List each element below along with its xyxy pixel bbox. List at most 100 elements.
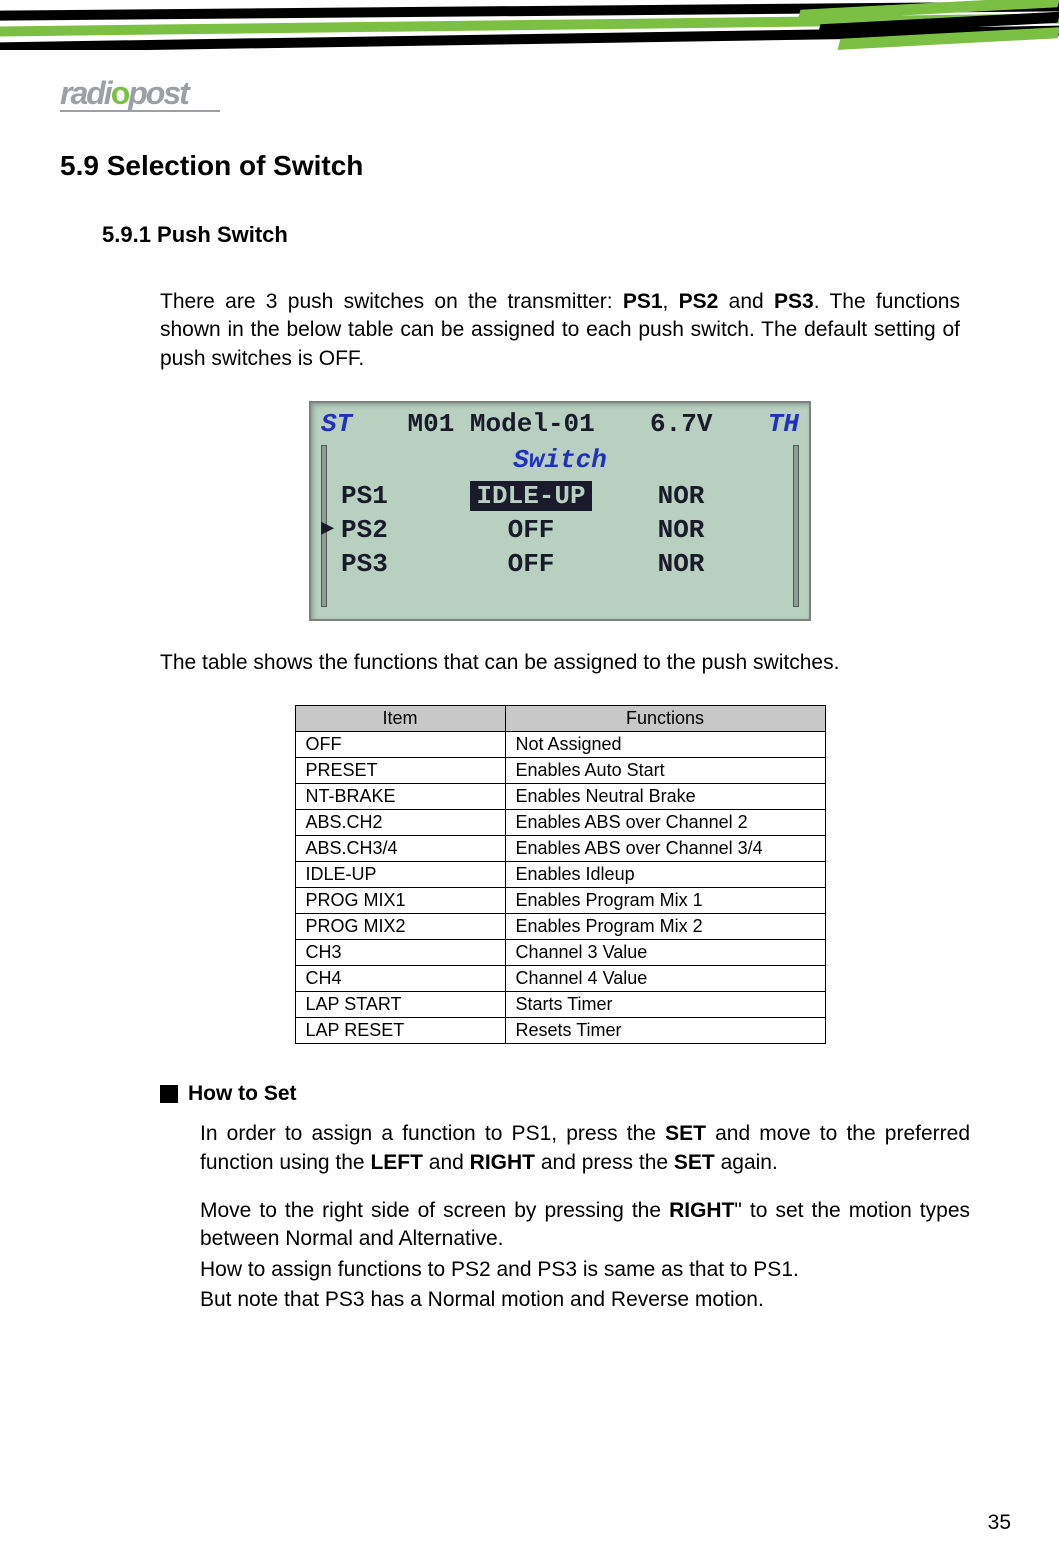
table-intro-paragraph: The table shows the functions that can b… (160, 649, 960, 677)
lcd-menu-title: Switch (311, 445, 809, 475)
lcd-voltage-label: 6.7V (650, 409, 712, 439)
table-header-row: Item Functions (295, 706, 825, 732)
howto-p2: Move to the right side of screen by pres… (200, 1197, 970, 1254)
lcd-screenshot: ST M01 Model-01 6.7V TH Switch ▶ PS1 IDL… (309, 401, 811, 621)
cell-item: CH3 (295, 940, 505, 966)
p1-b3: RIGHT (470, 1151, 535, 1174)
logo-underline (60, 110, 220, 112)
cell-item: NT-BRAKE (295, 784, 505, 810)
cell-func: Enables Idleup (505, 862, 825, 888)
header-stripes (0, 0, 1059, 50)
lcd-ps3-mode: NOR (631, 549, 731, 579)
lcd-row-ps2: PS2 OFF NOR (341, 515, 779, 545)
cell-item: ABS.CH3/4 (295, 836, 505, 862)
howto-p4: But note that PS3 has a Normal motion an… (200, 1286, 970, 1314)
table-row: PRESETEnables Auto Start (295, 758, 825, 784)
cell-item: LAP RESET (295, 1018, 505, 1044)
howto-title: How to Set (188, 1082, 297, 1106)
intro-b3: PS3 (774, 290, 814, 313)
lcd-ps1-func-hi: IDLE-UP (470, 481, 591, 511)
lcd-ps1-func: IDLE-UP (431, 481, 631, 511)
stripe-accent-group (799, 0, 1059, 50)
table-row: ABS.CH2Enables ABS over Channel 2 (295, 810, 825, 836)
table-row: IDLE-UPEnables Idleup (295, 862, 825, 888)
p2-b1: RIGHT (669, 1199, 734, 1222)
lcd-rows: PS1 IDLE-UP NOR PS2 OFF NOR PS3 OFF NOR (341, 481, 779, 583)
intro-t3: and (718, 290, 774, 313)
intro-block: There are 3 push switches on the transmi… (160, 288, 960, 1044)
cell-item: OFF (295, 732, 505, 758)
table-row: CH4Channel 4 Value (295, 966, 825, 992)
logo-part-right: post (128, 75, 188, 111)
p1-b1: SET (665, 1122, 706, 1145)
cell-item: PROG MIX2 (295, 914, 505, 940)
howto-body: In order to assign a function to PS1, pr… (200, 1120, 970, 1314)
table-row: ABS.CH3/4Enables ABS over Channel 3/4 (295, 836, 825, 862)
howto-p1: In order to assign a function to PS1, pr… (200, 1120, 970, 1177)
lcd-row-ps1: PS1 IDLE-UP NOR (341, 481, 779, 511)
cell-func: Channel 3 Value (505, 940, 825, 966)
cell-func: Enables Neutral Brake (505, 784, 825, 810)
page-number: 35 (988, 1511, 1011, 1535)
cell-func: Enables ABS over Channel 2 (505, 810, 825, 836)
logo-part-left: radi (60, 75, 111, 111)
lcd-ps1-label: PS1 (341, 481, 431, 511)
table-row: PROG MIX1Enables Program Mix 1 (295, 888, 825, 914)
subsection-heading: 5.9.1 Push Switch (102, 222, 999, 248)
lcd-th-label: TH (768, 409, 799, 439)
lcd-st-label: ST (321, 409, 352, 439)
p1-b4: SET (674, 1151, 715, 1174)
cell-func: Starts Timer (505, 992, 825, 1018)
lcd-ps1-mode: NOR (631, 481, 731, 511)
cell-func: Channel 4 Value (505, 966, 825, 992)
lcd-ps3-label: PS3 (341, 549, 431, 579)
functions-table: Item Functions OFFNot Assigned PRESETEna… (295, 705, 826, 1044)
intro-b1: PS1 (623, 290, 663, 313)
cell-item: CH4 (295, 966, 505, 992)
square-bullet-icon (160, 1085, 178, 1103)
cell-func: Resets Timer (505, 1018, 825, 1044)
p1-t1: In order to assign a function to PS1, pr… (200, 1122, 665, 1145)
lcd-model-label: M01 Model-01 (408, 409, 595, 439)
cell-item: LAP START (295, 992, 505, 1018)
cell-item: PROG MIX1 (295, 888, 505, 914)
lcd-cursor-icon: ▶ (321, 515, 334, 541)
cell-func: Enables Program Mix 2 (505, 914, 825, 940)
table-row: LAP RESETResets Timer (295, 1018, 825, 1044)
intro-paragraph: There are 3 push switches on the transmi… (160, 288, 960, 373)
table-row: OFFNot Assigned (295, 732, 825, 758)
lcd-ps2-mode: NOR (631, 515, 731, 545)
logo-part-accent: o (111, 75, 129, 111)
table-row: NT-BRAKEEnables Neutral Brake (295, 784, 825, 810)
p1-t3: and (423, 1151, 470, 1174)
table-body: OFFNot Assigned PRESETEnables Auto Start… (295, 732, 825, 1044)
howto-p3: How to assign functions to PS2 and PS3 i… (200, 1256, 970, 1284)
intro-b2: PS2 (679, 290, 719, 313)
howto-heading: How to Set (160, 1082, 999, 1106)
table-row: PROG MIX2Enables Program Mix 2 (295, 914, 825, 940)
p2-t1: Move to the right side of screen by pres… (200, 1199, 669, 1222)
table-row: LAP STARTStarts Timer (295, 992, 825, 1018)
lcd-ps3-func: OFF (431, 549, 631, 579)
cell-item: PRESET (295, 758, 505, 784)
cell-func: Enables Auto Start (505, 758, 825, 784)
intro-t2: , (663, 290, 679, 313)
p1-t4: and press the (535, 1151, 674, 1174)
lcd-row-ps3: PS3 OFF NOR (341, 549, 779, 579)
p1-t5: again. (715, 1151, 778, 1174)
cell-func: Not Assigned (505, 732, 825, 758)
lcd-ps2-label: PS2 (341, 515, 431, 545)
page-content: 5.9 Selection of Switch 5.9.1 Push Switc… (60, 150, 999, 1334)
table-row: CH3Channel 3 Value (295, 940, 825, 966)
cell-item: ABS.CH2 (295, 810, 505, 836)
lcd-ps2-func: OFF (431, 515, 631, 545)
cell-func: Enables Program Mix 1 (505, 888, 825, 914)
lcd-top-row: ST M01 Model-01 6.7V TH (321, 409, 799, 439)
section-heading: 5.9 Selection of Switch (60, 150, 999, 182)
intro-t1: There are 3 push switches on the transmi… (160, 290, 623, 313)
cell-func: Enables ABS over Channel 3/4 (505, 836, 825, 862)
brand-logo: radiopost (60, 75, 188, 112)
cell-item: IDLE-UP (295, 862, 505, 888)
p1-b2: LEFT (370, 1151, 423, 1174)
th-item: Item (295, 706, 505, 732)
